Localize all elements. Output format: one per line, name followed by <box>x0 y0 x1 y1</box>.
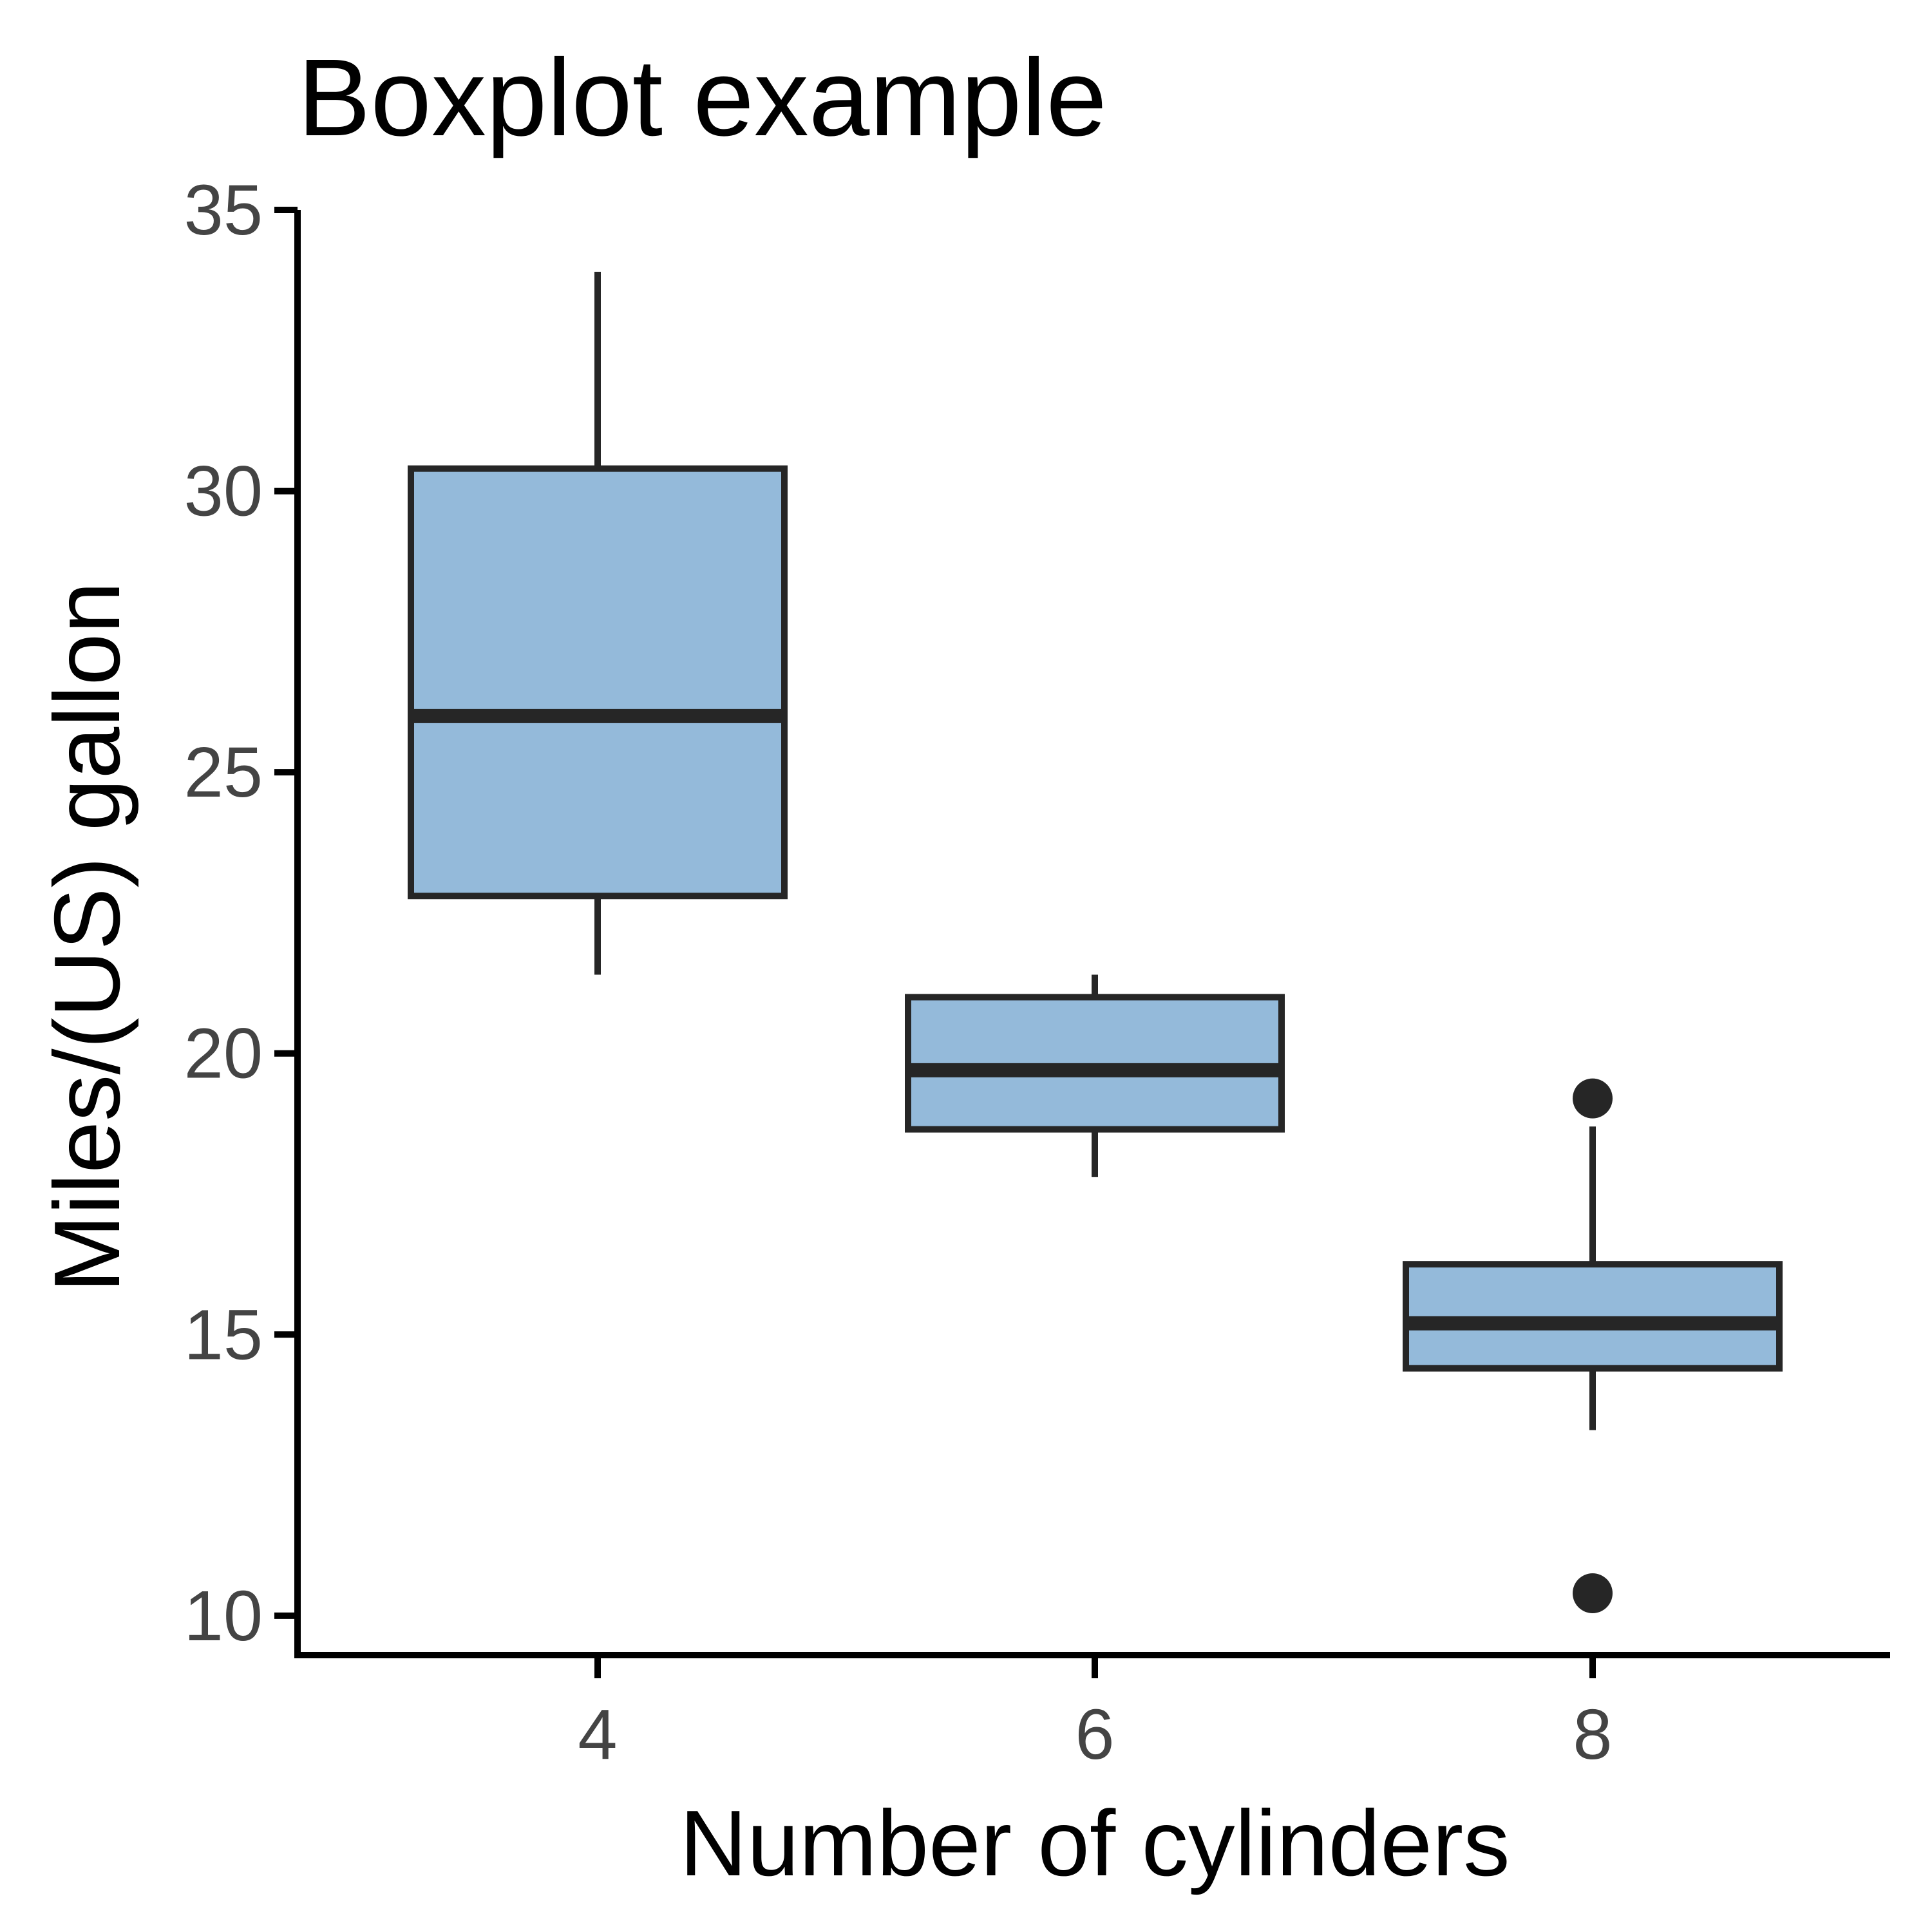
box-group <box>408 272 788 975</box>
x-tick-label: 4 <box>578 1695 617 1774</box>
y-axis-ticks: 10 15 20 25 30 35 <box>184 171 298 1656</box>
x-axis-title: Number of cylinders <box>679 1791 1510 1895</box>
box-iqr <box>408 465 788 900</box>
y-tick-label: 20 <box>184 1014 263 1094</box>
x-tick-label: 8 <box>1573 1695 1612 1774</box>
x-tick-label: 6 <box>1075 1695 1114 1774</box>
box-group <box>905 974 1285 1177</box>
x-axis-ticks: 4 6 8 <box>578 1655 1613 1774</box>
y-tick-label: 15 <box>184 1295 263 1374</box>
outlier-point <box>1573 1573 1613 1613</box>
y-tick-label: 35 <box>184 171 263 250</box>
y-tick-label: 25 <box>184 733 263 812</box>
y-tick-label: 10 <box>184 1577 263 1656</box>
outlier-point <box>1573 1078 1613 1119</box>
box-group <box>1403 1078 1783 1613</box>
y-axis-title: Miles/(US) gallon <box>35 582 139 1293</box>
y-tick-label: 30 <box>184 452 263 531</box>
box-series <box>408 272 1783 1613</box>
chart-title: Boxplot example <box>298 37 1107 159</box>
